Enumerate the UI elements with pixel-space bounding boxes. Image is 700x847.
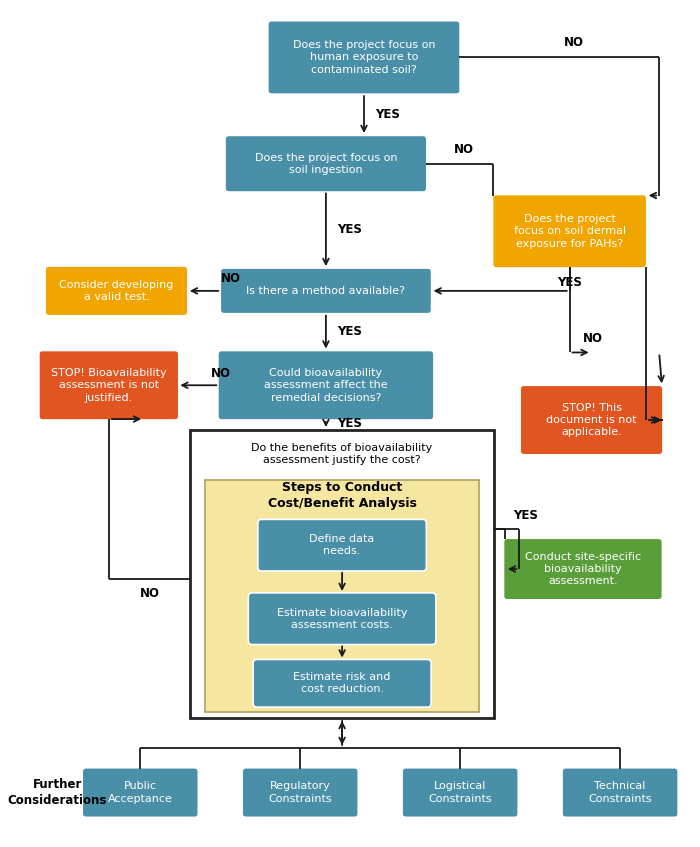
FancyBboxPatch shape [218,351,434,420]
Text: Estimate bioavailability
assessment costs.: Estimate bioavailability assessment cost… [276,607,407,630]
Text: Estimate risk and
cost reduction.: Estimate risk and cost reduction. [293,672,391,695]
Text: Is there a method available?: Is there a method available? [246,286,405,296]
Text: NO: NO [454,143,474,157]
FancyBboxPatch shape [225,136,427,192]
Text: YES: YES [375,108,400,120]
Text: YES: YES [337,325,362,338]
FancyBboxPatch shape [45,266,188,316]
FancyBboxPatch shape [248,593,436,645]
Text: YES: YES [337,223,362,235]
FancyBboxPatch shape [242,767,358,817]
Text: Technical
Constraints: Technical Constraints [588,782,652,804]
FancyBboxPatch shape [39,351,178,420]
Text: Consider developing
a valid test.: Consider developing a valid test. [60,280,174,302]
Text: Logistical
Constraints: Logistical Constraints [428,782,492,804]
Text: NO: NO [582,332,603,345]
FancyBboxPatch shape [520,385,663,455]
Text: NO: NO [140,587,160,601]
Text: YES: YES [557,276,582,290]
Text: Does the project
focus on soil dermal
exposure for PAHs?: Does the project focus on soil dermal ex… [514,214,626,249]
Text: Do the benefits of bioavailability
assessment justify the cost?: Do the benefits of bioavailability asses… [251,443,433,465]
Text: Does the project focus on
human exposure to
contaminated soil?: Does the project focus on human exposure… [293,40,435,75]
Text: STOP! This
document is not
applicable.: STOP! This document is not applicable. [546,402,637,437]
Bar [205,479,480,712]
FancyBboxPatch shape [402,767,518,817]
Text: YES: YES [513,509,538,522]
FancyBboxPatch shape [253,660,431,707]
Text: NO: NO [211,367,231,379]
Text: Public
Acceptance: Public Acceptance [108,782,173,804]
Text: Define data
needs.: Define data needs. [309,534,374,556]
FancyBboxPatch shape [220,268,432,313]
Text: Further
Considerations: Further Considerations [8,778,107,807]
Text: Regulatory
Constraints: Regulatory Constraints [268,782,332,804]
Text: Conduct site-specific
bioavailability
assessment.: Conduct site-specific bioavailability as… [525,551,641,586]
FancyBboxPatch shape [82,767,198,817]
FancyBboxPatch shape [268,20,460,94]
FancyBboxPatch shape [503,538,662,600]
Text: NO: NO [564,36,584,49]
Text: STOP! Bioavailability
assessment is not
justified.: STOP! Bioavailability assessment is not … [51,368,167,402]
FancyBboxPatch shape [562,767,678,817]
Text: Steps to Conduct
Cost/Benefit Analysis: Steps to Conduct Cost/Benefit Analysis [267,481,416,510]
Text: YES: YES [337,417,362,429]
Text: Does the project focus on
soil ingestion: Does the project focus on soil ingestion [255,152,397,175]
Bar [190,430,494,718]
Text: Could bioavailability
assessment affect the
remedial decisions?: Could bioavailability assessment affect … [264,368,388,402]
Text: NO: NO [220,273,241,285]
FancyBboxPatch shape [493,195,647,268]
FancyBboxPatch shape [258,519,426,571]
